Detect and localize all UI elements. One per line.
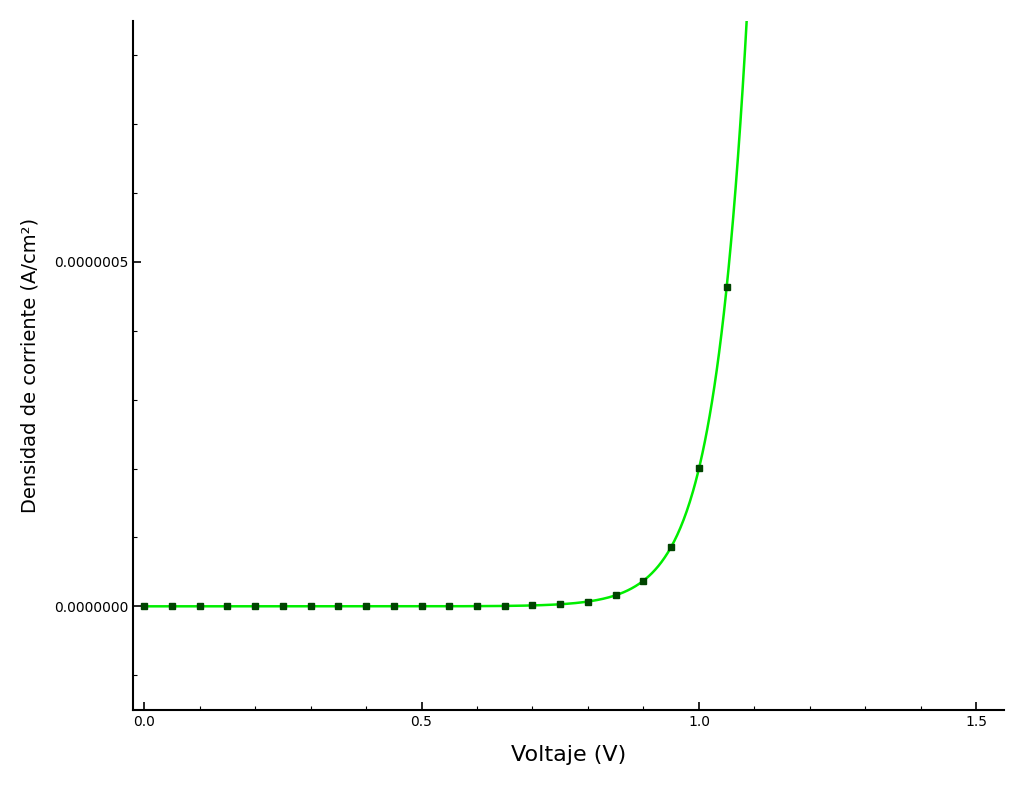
X-axis label: Voltaje (V): Voltaje (V)	[510, 745, 626, 765]
Y-axis label: Densidad de corriente (A/cm²): Densidad de corriente (A/cm²)	[20, 218, 40, 512]
